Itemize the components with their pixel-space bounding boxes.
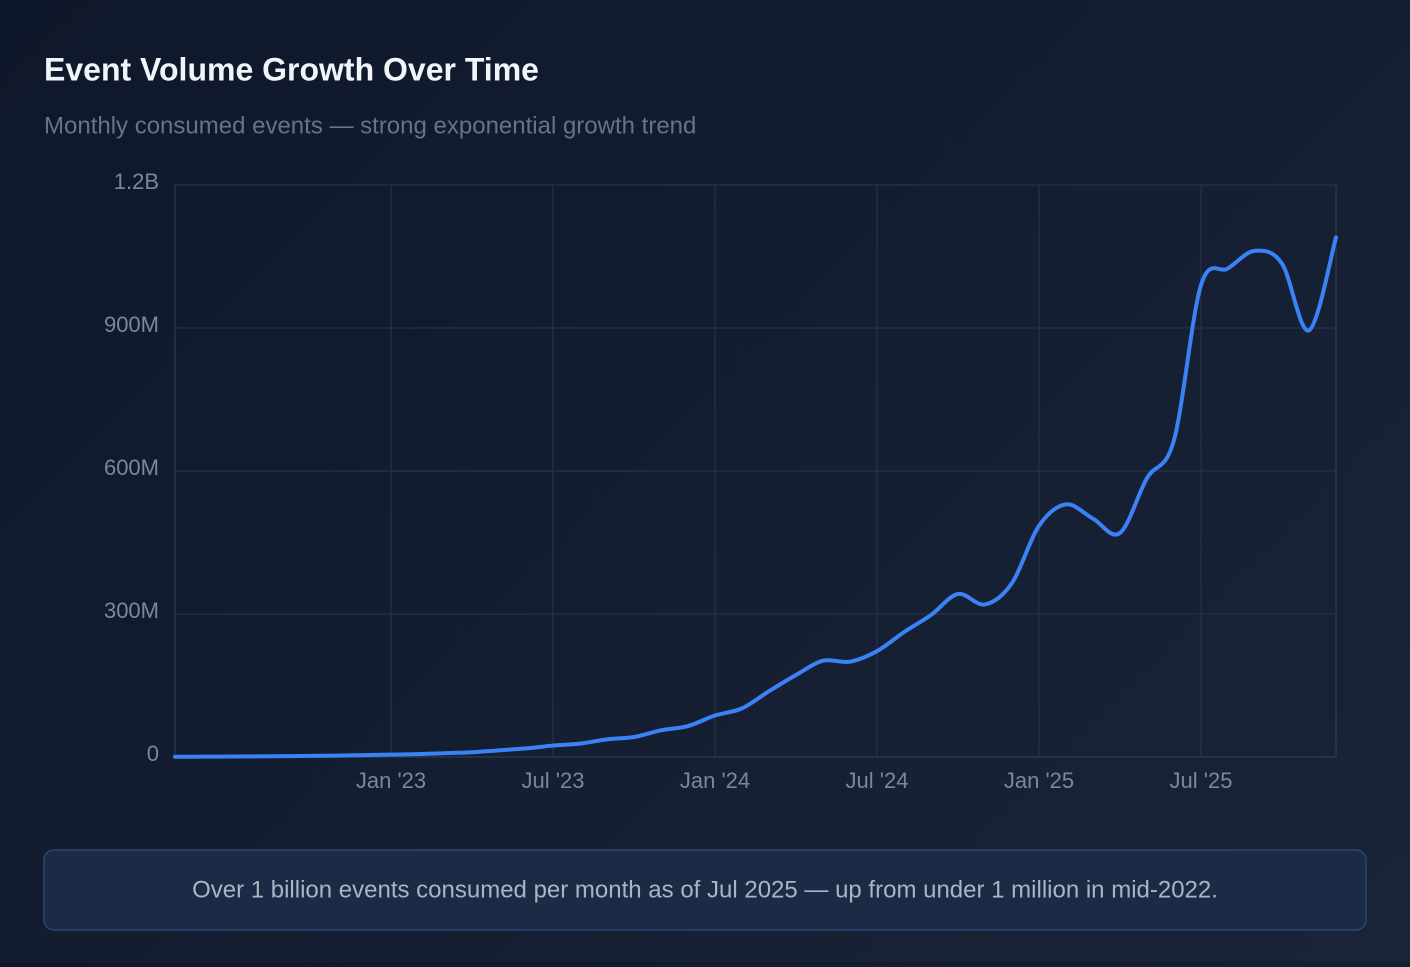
y-tick-label: 600M [104, 455, 159, 480]
x-tick-label: Jul '25 [1170, 768, 1233, 793]
series-line [173, 235, 1338, 759]
callout-text: Over 1 billion events consumed per month… [192, 876, 1218, 903]
x-tick-label: Jul '23 [522, 768, 585, 793]
chart-title: Event Volume Growth Over Time [44, 51, 539, 87]
y-tick-label: 300M [104, 598, 159, 623]
y-tick-label: 900M [104, 312, 159, 337]
y-tick-label: 0 [147, 741, 159, 766]
callout-box [43, 849, 1367, 931]
y-tick-label: 1.2B [114, 169, 159, 194]
x-tick-label: Jul '24 [846, 768, 909, 793]
x-tick-label: Jan '25 [1004, 768, 1074, 793]
x-tick-label: Jan '23 [356, 768, 426, 793]
chart-subtitle: Monthly consumed events — strong exponen… [44, 112, 696, 139]
x-tick-label: Jan '24 [680, 768, 750, 793]
